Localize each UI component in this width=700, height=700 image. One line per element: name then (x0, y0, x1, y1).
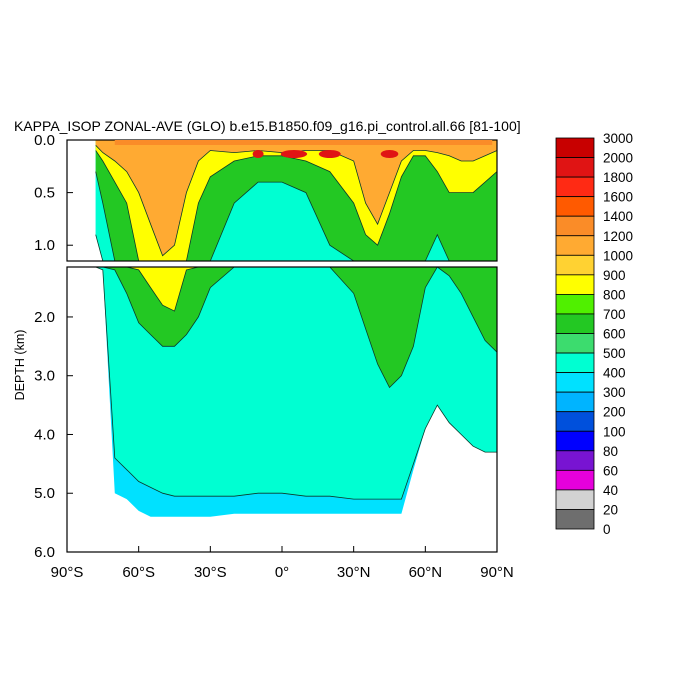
y-tick-label: 0.5 (34, 185, 55, 202)
y-tick-label: 0.0 (34, 132, 55, 149)
x-tick-label: 60°N (409, 564, 443, 581)
colorbar-label: 1200 (603, 229, 633, 244)
colorbar-swatch (555, 254, 595, 276)
y-tick-label: 3.0 (34, 368, 55, 385)
colorbar-swatch (555, 391, 595, 413)
colorbar-label: 800 (603, 287, 626, 302)
colorbar-swatch (555, 333, 595, 354)
axes: 90°S 60°S 30°S 0° 30°N 60°N 90°N 0.0 0.5 1.0 2.0 3.… (34, 132, 514, 581)
y-tick-label: 2.0 (34, 309, 55, 326)
lower-field-800-1000 (95, 267, 497, 312)
colorbar-swatch (555, 157, 595, 178)
colorbar-label: 1800 (603, 170, 633, 185)
colorbar-label: 0 (603, 522, 611, 537)
y-tick-label: 6.0 (34, 544, 55, 561)
surface-1400-band (114, 140, 493, 145)
colorbar-swatch (555, 215, 595, 237)
colorbar-swatch (555, 176, 595, 198)
colorbar-swatch (555, 372, 595, 393)
colorbar-label: 200 (603, 405, 626, 420)
colorbar-label: 80 (603, 444, 618, 459)
colorbar-swatch (555, 293, 595, 315)
lower-field-600-800 (95, 267, 497, 388)
colorbar-swatch (555, 489, 595, 510)
colorbar-label: 600 (603, 327, 626, 342)
upper-contour-d1000 (95, 145, 498, 257)
colorbar-swatch (555, 274, 595, 295)
y-tick-label: 4.0 (34, 426, 55, 443)
colorbar: 3000200018001600140012001000900800700600… (555, 131, 633, 537)
colorbar-label: 1400 (603, 209, 633, 224)
colorbar-swatch (555, 313, 595, 334)
x-tick-label: 30°S (194, 564, 227, 581)
upper-field-above-1000 (95, 140, 497, 256)
colorbar-label: 20 (603, 502, 618, 517)
surface-maximum-2 (280, 150, 308, 158)
colorbar-swatch (555, 352, 595, 373)
colorbar-swatch (555, 450, 595, 471)
colorbar-label: 1000 (603, 248, 633, 263)
x-tick-label: 90°N (480, 564, 514, 581)
colorbar-swatch (555, 411, 595, 432)
x-tick-label: 0° (275, 564, 289, 581)
colorbar-label: 40 (603, 483, 618, 498)
upper-panel (66, 139, 498, 262)
surface-maximum-3 (318, 150, 341, 158)
y-tick-label: 5.0 (34, 485, 55, 502)
colorbar-label: 400 (603, 366, 626, 381)
lower-contour-d400 (95, 266, 497, 500)
colorbar-label: 900 (603, 268, 626, 283)
y-tick-label: 1.0 (34, 237, 55, 254)
colorbar-label: 700 (603, 307, 626, 322)
colorbar-swatch (555, 196, 595, 217)
colorbar-swatch (555, 430, 595, 452)
surface-maximum-1 (252, 150, 264, 158)
colorbar-label: 500 (603, 346, 626, 361)
colorbar-swatch (555, 469, 595, 491)
x-tick-label: 60°S (122, 564, 155, 581)
lower-panel (66, 266, 498, 553)
x-tick-label: 90°S (51, 564, 84, 581)
colorbar-label: 3000 (603, 131, 633, 146)
colorbar-label: 100 (603, 424, 626, 439)
colorbar-label: 60 (603, 463, 618, 478)
colorbar-swatch (555, 235, 595, 256)
colorbar-swatch (555, 137, 595, 158)
surface-maximum-4 (380, 150, 399, 158)
chart-title: KAPPA_ISOP ZONAL-AVE (GLO) b.e15.B1850.f… (14, 118, 521, 134)
colorbar-label: 2000 (603, 151, 633, 166)
colorbar-label: 300 (603, 385, 626, 400)
colorbar-swatch (555, 509, 595, 530)
colorbar-label: 1600 (603, 190, 633, 205)
x-tick-label: 30°N (337, 564, 371, 581)
